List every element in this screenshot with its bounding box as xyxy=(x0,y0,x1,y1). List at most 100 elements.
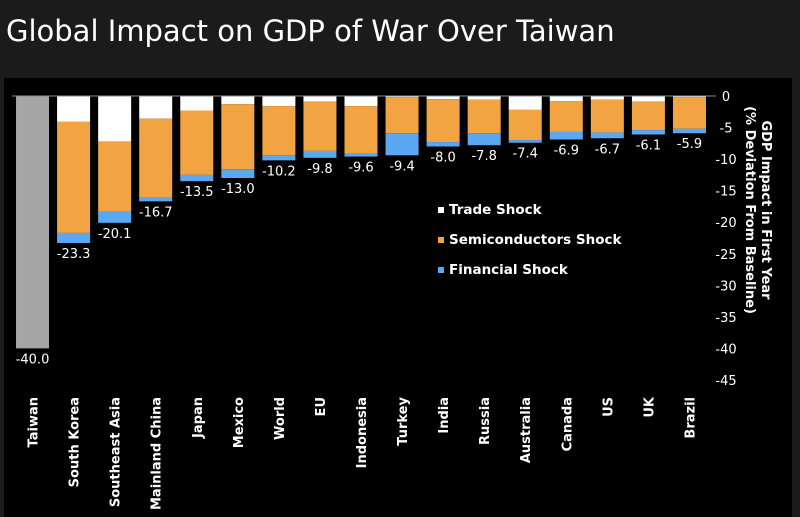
legend-label: Trade Shock xyxy=(449,202,543,218)
bar-segment-semiconductors-shock-us xyxy=(590,99,624,133)
bar-segment-financial-shock-russia xyxy=(467,133,501,146)
bar-segment-financial-shock-australia xyxy=(508,140,542,143)
bar-segment-semiconductors-shock-brazil xyxy=(672,97,706,129)
data-label: -8.0 xyxy=(430,150,455,165)
category-label: India xyxy=(437,397,452,434)
category-label: Southeast Asia xyxy=(109,397,124,507)
bar-segment-semiconductors-shock-eu xyxy=(303,101,337,151)
bar-segment-semiconductors-shock-south-korea xyxy=(57,121,91,233)
bar-segment-trade-shock-us xyxy=(590,96,624,100)
data-label: -23.3 xyxy=(57,247,91,262)
bar-segment-trade-shock-russia xyxy=(467,96,501,100)
legend-swatch-trade-shock xyxy=(438,207,444,213)
bar-segment-trade-shock-mainland-china xyxy=(139,96,173,119)
bar-segment-financial-shock-japan xyxy=(180,174,214,182)
legend-label: Semiconductors Shock xyxy=(449,232,622,248)
category-label: Mainland China xyxy=(150,397,165,510)
bar-segment-semiconductors-shock-uk xyxy=(631,101,665,131)
bar-segment-trade-shock-brazil xyxy=(672,96,706,98)
legend-label: Financial Shock xyxy=(449,262,569,278)
bar-segment-financial-shock-uk xyxy=(631,130,665,135)
data-label: -9.8 xyxy=(307,162,332,177)
category-label: Russia xyxy=(478,397,493,445)
category-label: Canada xyxy=(560,397,575,451)
y-tick-label: -5 xyxy=(720,122,733,137)
data-label: -20.1 xyxy=(98,227,132,242)
bar-segment-financial-shock-turkey xyxy=(385,133,419,156)
bar-segment-trade-shock-southeast-asia xyxy=(98,96,132,142)
y-axis-label-line1: GDP Impact in First Year xyxy=(758,120,773,300)
bar-taiwan xyxy=(16,96,50,349)
data-label: -9.6 xyxy=(348,161,373,176)
data-label: -40.0 xyxy=(16,352,50,367)
category-label: Australia xyxy=(519,397,534,463)
bar-segment-semiconductors-shock-mainland-china xyxy=(139,118,173,198)
legend-swatch-financial-shock xyxy=(438,267,444,273)
data-label: -6.1 xyxy=(636,138,661,153)
bar-segment-financial-shock-india xyxy=(426,142,460,147)
category-label: Brazil xyxy=(683,397,698,439)
bar-segment-semiconductors-shock-world xyxy=(262,106,296,156)
category-label: Turkey xyxy=(396,396,411,445)
data-label: -6.7 xyxy=(595,142,620,157)
y-axis-label-line2: (% Deviation From Baseline) xyxy=(742,106,757,314)
y-tick-label: -10 xyxy=(715,153,736,168)
bar-segment-trade-shock-uk xyxy=(631,96,665,102)
category-label: EU xyxy=(314,397,329,416)
data-label: -7.8 xyxy=(471,149,496,164)
bar-segment-trade-shock-world xyxy=(262,96,296,107)
bar-segment-semiconductors-shock-india xyxy=(426,99,460,143)
bar-segment-financial-shock-canada xyxy=(549,131,583,140)
category-label: South Korea xyxy=(68,397,83,487)
data-label: -10.2 xyxy=(262,164,296,179)
data-label: -13.0 xyxy=(221,182,255,197)
bar-segment-trade-shock-australia xyxy=(508,96,542,110)
bar-segment-financial-shock-us xyxy=(590,132,624,139)
bar-segment-semiconductors-shock-australia xyxy=(508,109,542,141)
bar-segment-trade-shock-indonesia xyxy=(344,96,378,107)
bar-segment-financial-shock-eu xyxy=(303,150,337,158)
data-label: -16.7 xyxy=(139,205,173,220)
bar-segment-semiconductors-shock-russia xyxy=(467,99,501,134)
y-tick-label: -35 xyxy=(715,311,736,326)
y-tick-label: -30 xyxy=(715,279,736,294)
bar-segment-trade-shock-india xyxy=(426,96,460,100)
data-label: -7.4 xyxy=(513,147,538,162)
y-tick-label: -40 xyxy=(715,342,736,357)
y-tick-label: -20 xyxy=(715,216,736,231)
category-label: World xyxy=(273,397,288,440)
bar-segment-financial-shock-brazil xyxy=(672,128,706,134)
legend-swatch-semiconductors-shock xyxy=(438,237,444,243)
y-axis-label: GDP Impact in First Year(% Deviation Fro… xyxy=(742,106,773,314)
bar-segment-semiconductors-shock-mexico xyxy=(221,104,255,170)
data-label: -9.4 xyxy=(389,159,414,174)
bar-segment-semiconductors-shock-indonesia xyxy=(344,106,378,154)
bar-segment-semiconductors-shock-canada xyxy=(549,101,583,132)
bar-segment-semiconductors-shock-turkey xyxy=(385,97,419,134)
bar-segment-trade-shock-mexico xyxy=(221,96,255,105)
bar-segment-trade-shock-turkey xyxy=(385,96,419,98)
category-label: Mexico xyxy=(232,397,247,448)
category-label: UK xyxy=(642,396,657,418)
bar-segment-semiconductors-shock-southeast-asia xyxy=(98,141,132,212)
bar-segment-trade-shock-japan xyxy=(180,96,214,111)
category-label: Japan xyxy=(191,397,206,439)
bar-segment-financial-shock-mexico xyxy=(221,169,255,179)
bar-segment-financial-shock-world xyxy=(262,155,296,161)
data-label: -13.5 xyxy=(180,185,214,200)
bar-segment-financial-shock-southeast-asia xyxy=(98,211,132,223)
data-label: -6.9 xyxy=(554,144,579,159)
bar-segment-trade-shock-south-korea xyxy=(57,96,91,122)
bar-segment-trade-shock-canada xyxy=(549,96,583,102)
data-label: -5.9 xyxy=(677,137,702,152)
y-tick-label: -45 xyxy=(715,374,736,389)
bar-segment-semiconductors-shock-japan xyxy=(180,110,214,175)
category-label: Taiwan xyxy=(27,397,42,447)
chart-title: Global Impact on GDP of War Over Taiwan xyxy=(6,14,615,48)
y-tick-label: 0 xyxy=(722,90,730,105)
y-tick-label: -25 xyxy=(715,248,736,263)
bar-segment-financial-shock-mainland-china xyxy=(139,197,173,202)
y-tick-label: -15 xyxy=(715,185,736,200)
bar-segment-financial-shock-indonesia xyxy=(344,153,378,157)
category-label: US xyxy=(601,397,616,417)
